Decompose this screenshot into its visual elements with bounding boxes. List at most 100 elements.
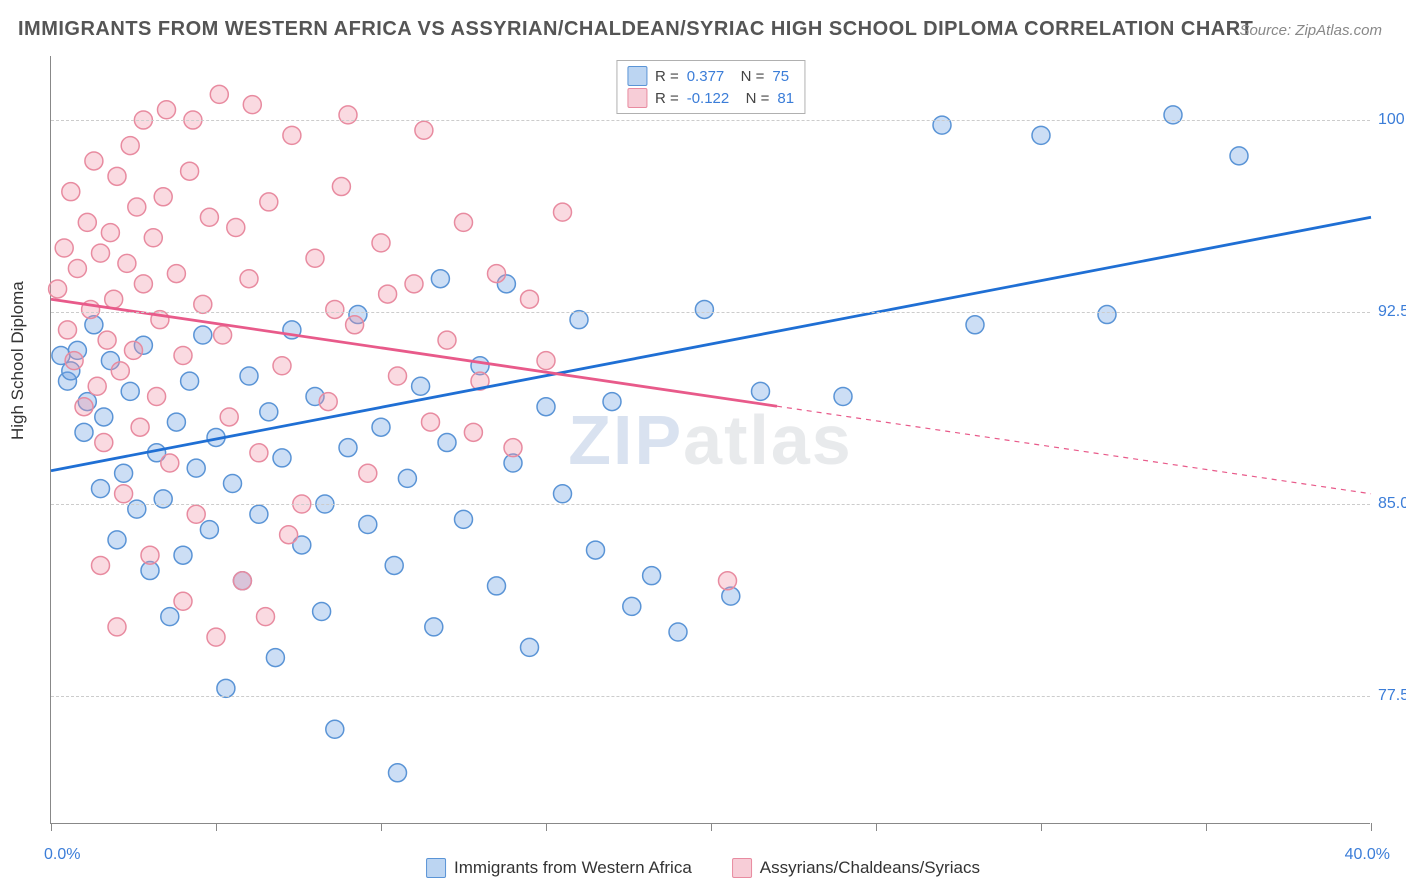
- scatter-point-series-0: [385, 556, 403, 574]
- scatter-point-series-1: [200, 208, 218, 226]
- ytick-label: 92.5%: [1378, 303, 1406, 321]
- xtick: [1041, 823, 1042, 831]
- scatter-point-series-1: [101, 224, 119, 242]
- scatter-point-series-1: [62, 183, 80, 201]
- scatter-point-series-1: [346, 316, 364, 334]
- scatter-point-series-1: [98, 331, 116, 349]
- chart-title: IMMIGRANTS FROM WESTERN AFRICA VS ASSYRI…: [18, 18, 1253, 41]
- scatter-point-series-1: [233, 572, 251, 590]
- scatter-point-series-1: [306, 249, 324, 267]
- xtick: [1371, 823, 1372, 831]
- xtick: [711, 823, 712, 831]
- scatter-point-series-1: [194, 295, 212, 313]
- scatter-point-series-1: [187, 505, 205, 523]
- scatter-point-series-1: [134, 275, 152, 293]
- scatter-point-series-1: [227, 219, 245, 237]
- scatter-point-series-1: [75, 398, 93, 416]
- scatter-point-series-1: [214, 326, 232, 344]
- scatter-point-series-1: [379, 285, 397, 303]
- scatter-point-series-1: [161, 454, 179, 472]
- scatter-point-series-0: [240, 367, 258, 385]
- xtick: [216, 823, 217, 831]
- xtick: [876, 823, 877, 831]
- legend-series-swatch-0: [426, 858, 446, 878]
- scatter-point-series-1: [131, 418, 149, 436]
- scatter-point-series-0: [431, 270, 449, 288]
- scatter-point-series-1: [59, 321, 77, 339]
- scatter-point-series-1: [115, 485, 133, 503]
- scatter-point-series-0: [313, 603, 331, 621]
- scatter-point-series-1: [257, 608, 275, 626]
- xtick: [546, 823, 547, 831]
- scatter-point-series-1: [118, 254, 136, 272]
- legend-series-swatch-1: [732, 858, 752, 878]
- ytick-label: 77.5%: [1378, 687, 1406, 705]
- scatter-point-series-0: [389, 764, 407, 782]
- scatter-point-series-1: [92, 244, 110, 262]
- scatter-point-series-1: [85, 152, 103, 170]
- scatter-point-series-0: [174, 546, 192, 564]
- legend-series-item-0: Immigrants from Western Africa: [426, 858, 692, 878]
- scatter-point-series-1: [220, 408, 238, 426]
- xtick: [1206, 823, 1207, 831]
- scatter-point-series-1: [405, 275, 423, 293]
- scatter-point-series-0: [187, 459, 205, 477]
- scatter-point-series-1: [359, 464, 377, 482]
- scatter-point-series-1: [125, 341, 143, 359]
- scatter-point-series-0: [1164, 106, 1182, 124]
- scatter-point-series-0: [537, 398, 555, 416]
- scatter-point-series-1: [49, 280, 67, 298]
- scatter-point-series-0: [643, 567, 661, 585]
- scatter-point-series-0: [339, 439, 357, 457]
- scatter-point-series-0: [372, 418, 390, 436]
- scatter-point-series-0: [438, 434, 456, 452]
- scatter-point-series-1: [141, 546, 159, 564]
- scatter-point-series-1: [65, 352, 83, 370]
- scatter-point-series-0: [752, 382, 770, 400]
- scatter-point-series-0: [115, 464, 133, 482]
- scatter-point-series-1: [554, 203, 572, 221]
- scatter-point-series-0: [933, 116, 951, 134]
- scatter-point-series-0: [161, 608, 179, 626]
- plot-svg: [51, 56, 1370, 823]
- scatter-point-series-1: [78, 213, 96, 231]
- scatter-point-series-1: [68, 259, 86, 277]
- scatter-point-series-0: [92, 480, 110, 498]
- scatter-point-series-1: [181, 162, 199, 180]
- scatter-point-series-0: [1230, 147, 1248, 165]
- scatter-point-series-1: [372, 234, 390, 252]
- scatter-point-series-1: [92, 556, 110, 574]
- scatter-point-series-1: [326, 300, 344, 318]
- scatter-point-series-0: [250, 505, 268, 523]
- scatter-point-series-0: [587, 541, 605, 559]
- y-axis-title: High School Diploma: [8, 281, 28, 440]
- scatter-point-series-0: [425, 618, 443, 636]
- scatter-point-series-0: [326, 720, 344, 738]
- scatter-point-series-0: [412, 377, 430, 395]
- trend-line: [51, 217, 1371, 470]
- scatter-point-series-1: [339, 106, 357, 124]
- scatter-point-series-0: [1098, 306, 1116, 324]
- scatter-point-series-1: [158, 101, 176, 119]
- scatter-point-series-0: [669, 623, 687, 641]
- correlation-chart: IMMIGRANTS FROM WESTERN AFRICA VS ASSYRI…: [0, 0, 1406, 892]
- scatter-point-series-0: [966, 316, 984, 334]
- legend-series: Immigrants from Western Africa Assyrians…: [426, 858, 980, 878]
- scatter-point-series-1: [174, 347, 192, 365]
- scatter-point-series-0: [75, 423, 93, 441]
- trend-line-extrapolated: [777, 406, 1371, 494]
- scatter-point-series-1: [108, 167, 126, 185]
- scatter-point-series-0: [455, 510, 473, 528]
- scatter-point-series-0: [554, 485, 572, 503]
- scatter-point-series-1: [250, 444, 268, 462]
- scatter-point-series-0: [623, 597, 641, 615]
- scatter-point-series-1: [488, 265, 506, 283]
- x-label-left: 0.0%: [44, 846, 80, 864]
- scatter-point-series-0: [95, 408, 113, 426]
- scatter-point-series-1: [144, 229, 162, 247]
- scatter-point-series-0: [488, 577, 506, 595]
- scatter-point-series-0: [154, 490, 172, 508]
- gridline: [51, 696, 1370, 697]
- scatter-point-series-0: [834, 387, 852, 405]
- scatter-point-series-0: [1032, 126, 1050, 144]
